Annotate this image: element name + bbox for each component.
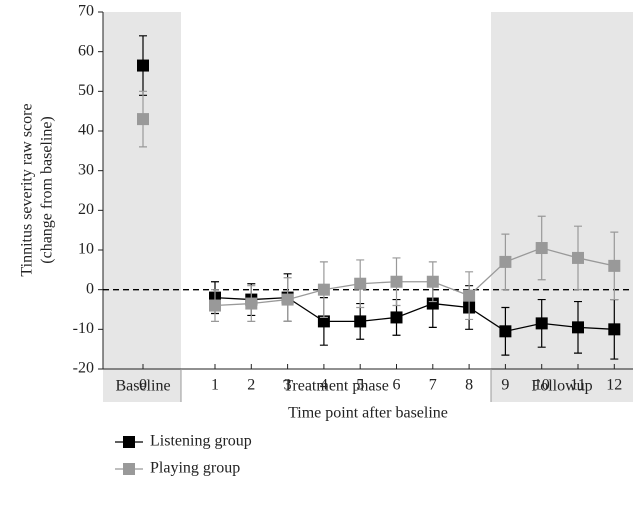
- x-tick-label: 7: [429, 377, 437, 394]
- point: [499, 325, 512, 338]
- series-line: [214, 296, 615, 333]
- legend-label: Playing group: [150, 460, 240, 477]
- legend-marker: [123, 463, 135, 475]
- y-tick-label: 60: [78, 42, 94, 59]
- point: [499, 255, 512, 268]
- group-label: Treatment phase: [283, 378, 389, 395]
- point: [390, 275, 403, 288]
- point: [281, 293, 294, 306]
- x-tick-label: 0: [139, 377, 147, 394]
- y-tick-label: 10: [78, 241, 94, 258]
- baseline-shade: [103, 12, 181, 402]
- point: [426, 275, 439, 288]
- point: [426, 297, 439, 310]
- y-tick-label: 0: [86, 280, 94, 297]
- y-tick-label: 70: [78, 3, 94, 20]
- series-line: [214, 247, 615, 307]
- point: [608, 323, 621, 336]
- group-label: Followup: [531, 378, 592, 395]
- x-tick-label: 12: [606, 377, 622, 394]
- y-axis-title: Tinnitus severity raw score: [19, 103, 36, 276]
- point: [354, 277, 367, 290]
- point: [209, 299, 221, 312]
- point: [137, 113, 149, 126]
- y-axis-title: (change from baseline): [39, 116, 56, 263]
- legend-label: Listening group: [150, 433, 252, 450]
- x-tick-label: 10: [534, 377, 550, 394]
- point: [245, 297, 258, 310]
- x-tick-label: 5: [356, 377, 364, 394]
- y-tick-label: 40: [78, 122, 94, 139]
- followup-shade: [491, 12, 633, 402]
- x-tick-label: 3: [284, 377, 292, 394]
- point: [535, 317, 548, 330]
- point: [390, 311, 403, 324]
- x-tick-label: 6: [393, 377, 401, 394]
- y-tick-label: -20: [73, 360, 94, 377]
- point: [572, 251, 584, 264]
- x-axis-title: Time point after baseline: [288, 405, 448, 422]
- y-tick-label: 50: [78, 82, 94, 99]
- x-tick-label: 11: [570, 377, 585, 394]
- x-tick-label: 1: [211, 377, 219, 394]
- group-label: Baseline: [115, 378, 170, 395]
- x-tick-label: 4: [320, 377, 328, 394]
- point: [317, 283, 330, 296]
- legend-marker: [123, 436, 135, 448]
- point: [572, 321, 584, 334]
- point: [354, 315, 367, 328]
- y-tick-label: 20: [78, 201, 94, 218]
- x-tick-label: 2: [247, 377, 255, 394]
- x-tick-label: 8: [465, 377, 473, 394]
- y-tick-label: -10: [73, 320, 94, 337]
- point: [137, 59, 149, 72]
- y-tick-label: 30: [78, 161, 94, 178]
- point: [608, 259, 621, 272]
- point: [535, 242, 548, 255]
- point: [463, 289, 476, 302]
- x-tick-label: 9: [501, 377, 509, 394]
- point: [317, 315, 330, 328]
